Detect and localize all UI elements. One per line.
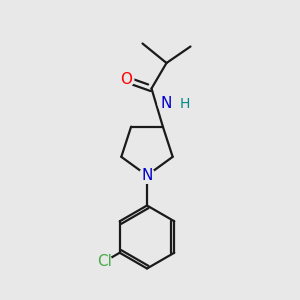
Circle shape: [158, 95, 175, 112]
Text: Cl: Cl: [97, 254, 112, 269]
Text: N: N: [141, 168, 153, 183]
Text: O: O: [120, 72, 132, 87]
Text: H: H: [179, 97, 190, 110]
Circle shape: [96, 254, 112, 270]
Circle shape: [118, 72, 134, 87]
Circle shape: [139, 168, 155, 183]
Text: N: N: [161, 96, 172, 111]
